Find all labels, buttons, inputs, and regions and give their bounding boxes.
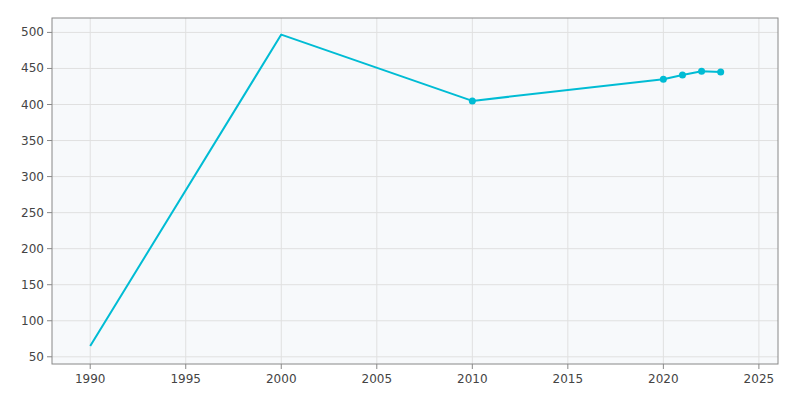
y-tick-label: 450 — [21, 61, 44, 75]
x-grid-line — [281, 18, 282, 364]
y-tick-label: 50 — [29, 350, 44, 364]
y-tick — [47, 356, 52, 357]
marker — [698, 68, 705, 75]
y-tick — [47, 248, 52, 249]
x-tick-label: 2005 — [362, 372, 393, 386]
y-grid-line — [52, 248, 778, 249]
marker — [717, 69, 724, 76]
y-tick-label: 300 — [21, 170, 44, 184]
x-tick-label: 1990 — [75, 372, 106, 386]
x-tick — [281, 364, 282, 369]
y-grid-line — [52, 284, 778, 285]
x-tick-label: 2015 — [553, 372, 584, 386]
x-tick-label: 2020 — [648, 372, 679, 386]
y-grid-line — [52, 68, 778, 69]
marks — [90, 35, 724, 346]
plot-frame — [52, 18, 778, 364]
y-tick-label: 200 — [21, 242, 44, 256]
chart-svg: 50 100 150 200 250 300 350 400 450 500 1990 1995 200… — [0, 0, 800, 400]
y-tick-label: 150 — [21, 278, 44, 292]
marker — [660, 76, 667, 83]
x-grid-line — [90, 18, 91, 364]
tick-labels: 50 100 150 200 250 300 350 400 450 500 1990 1995 200… — [21, 25, 774, 386]
line — [90, 35, 720, 346]
y-tick-label: 100 — [21, 314, 44, 328]
marker — [679, 71, 686, 78]
y-tick — [47, 284, 52, 285]
y-grid-line — [52, 212, 778, 213]
y-tick-label: 400 — [21, 98, 44, 112]
y-tick-label: 500 — [21, 25, 44, 39]
chart-container: 50 100 150 200 250 300 350 400 450 500 1990 1995 200… — [0, 0, 800, 400]
y-tick — [47, 176, 52, 177]
x-tick — [376, 364, 377, 369]
y-grid-line — [52, 356, 778, 357]
y-grid-line — [52, 32, 778, 33]
y-tick — [47, 212, 52, 213]
x-tick-label: 2025 — [744, 372, 775, 386]
x-tick-label: 2010 — [457, 372, 488, 386]
x-grid-line — [567, 18, 568, 364]
x-tick-label: 2000 — [266, 372, 297, 386]
y-grid-line — [52, 176, 778, 177]
x-tick — [567, 364, 568, 369]
y-tick — [47, 320, 52, 321]
y-grid-line — [52, 140, 778, 141]
x-tick — [758, 364, 759, 369]
y-tick-label: 250 — [21, 206, 44, 220]
plot-background — [52, 18, 778, 364]
x-tick — [663, 364, 664, 369]
x-grid-line — [758, 18, 759, 364]
y-tick — [47, 104, 52, 105]
x-grid-line — [376, 18, 377, 364]
x-tick — [185, 364, 186, 369]
y-tick — [47, 140, 52, 141]
x-tick — [472, 364, 473, 369]
marker — [469, 97, 476, 104]
x-tick — [90, 364, 91, 369]
y-tick — [47, 68, 52, 69]
y-grid-line — [52, 320, 778, 321]
y-tick-label: 350 — [21, 134, 44, 148]
grid — [52, 18, 778, 364]
x-tick-label: 1995 — [170, 372, 201, 386]
x-grid-line — [472, 18, 473, 364]
x-grid-line — [663, 18, 664, 364]
y-grid-line — [52, 104, 778, 105]
y-tick — [47, 32, 52, 33]
